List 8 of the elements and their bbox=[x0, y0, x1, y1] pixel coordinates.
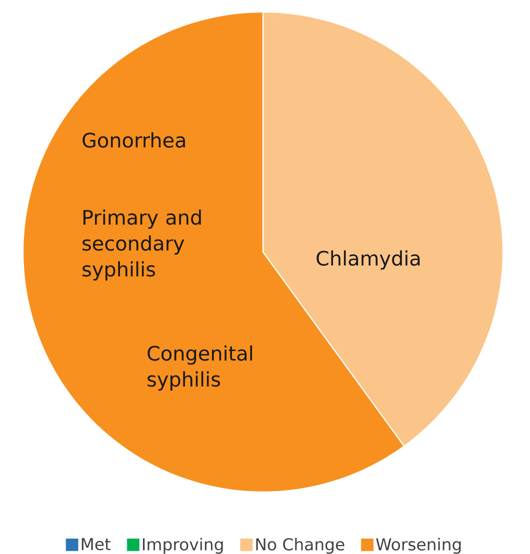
legend-label: Met bbox=[82, 538, 111, 550]
legend-label: Improving bbox=[142, 538, 223, 554]
legend-label: Worsening bbox=[376, 538, 461, 554]
text: Chlamydia bbox=[316, 250, 420, 270]
text: Congenital syphilis bbox=[148, 345, 252, 391]
text: Gonorrhea bbox=[82, 132, 185, 148]
legend-label: No Change bbox=[256, 538, 344, 554]
text: Primary and secondary syphilis bbox=[82, 209, 201, 281]
